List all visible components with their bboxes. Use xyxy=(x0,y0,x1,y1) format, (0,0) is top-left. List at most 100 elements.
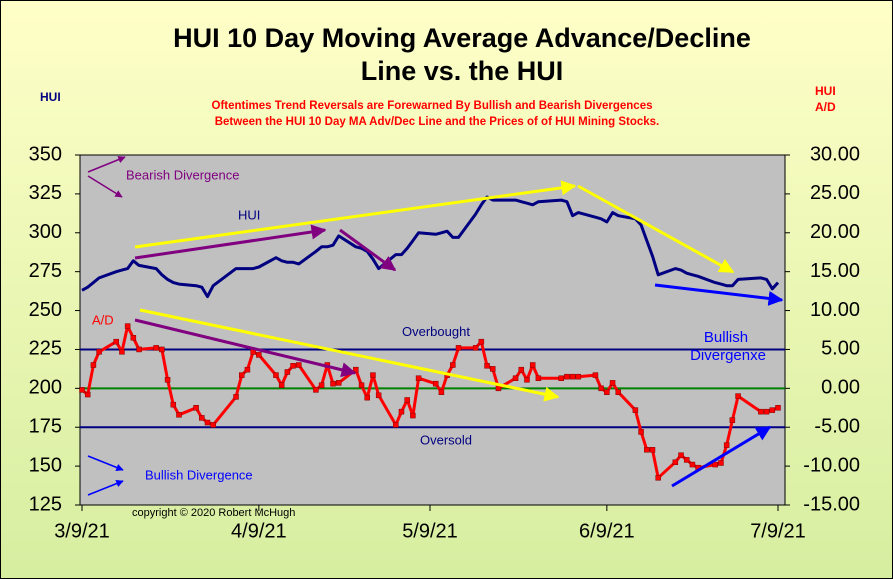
data-point xyxy=(210,422,216,428)
data-point xyxy=(124,323,131,329)
data-point xyxy=(769,407,776,413)
y2-tick-label: 20.00 xyxy=(810,221,860,243)
data-point xyxy=(233,394,239,400)
data-point xyxy=(313,387,319,393)
data-point xyxy=(683,457,690,463)
data-point xyxy=(176,412,182,418)
data-point xyxy=(398,408,405,415)
data-point xyxy=(244,366,251,373)
arrow xyxy=(134,224,327,260)
data-point xyxy=(478,338,485,345)
data-point xyxy=(290,363,296,369)
data-point xyxy=(364,394,370,401)
y-tick-label: 200 xyxy=(29,377,62,399)
data-point xyxy=(136,346,142,353)
data-point xyxy=(170,401,177,408)
y-tick-label: 175 xyxy=(29,416,62,438)
annotation: Bullish Divergence xyxy=(145,467,253,482)
data-point xyxy=(113,338,119,345)
data-point xyxy=(204,419,211,426)
series-label: HUI xyxy=(238,207,260,222)
y2-tick-label: -15.00 xyxy=(803,493,860,515)
data-point xyxy=(678,452,684,458)
annotation: Bearish Divergence xyxy=(126,167,239,182)
data-point xyxy=(729,417,736,423)
data-point xyxy=(712,461,718,468)
data-point xyxy=(609,380,616,386)
data-point xyxy=(649,447,656,453)
data-point xyxy=(153,345,159,351)
chart-title: Line vs. the HUI xyxy=(361,56,564,86)
data-point xyxy=(604,389,610,395)
arrow xyxy=(134,180,577,249)
data-point xyxy=(564,373,570,380)
data-point xyxy=(335,380,342,386)
arrow xyxy=(87,480,124,496)
data-point xyxy=(758,408,764,415)
y-tick-label: 225 xyxy=(29,338,62,360)
reference-lines: Overbought Oversold xyxy=(80,324,785,448)
data-point xyxy=(735,393,741,399)
data-point xyxy=(558,375,564,381)
data-point xyxy=(723,442,730,448)
data-point xyxy=(438,389,445,395)
data-point xyxy=(524,377,530,383)
data-point xyxy=(84,391,91,398)
arrow xyxy=(339,228,397,272)
y-axis-label: HUI xyxy=(40,90,61,104)
arrow xyxy=(134,318,357,378)
y2-tick-label: 5.00 xyxy=(821,338,860,360)
data-point xyxy=(718,460,724,466)
divergence-arrows xyxy=(87,156,784,496)
data-point xyxy=(775,405,781,411)
data-point xyxy=(96,349,102,355)
annotation: Bullish xyxy=(704,329,748,346)
series-line xyxy=(81,195,780,299)
data-point xyxy=(119,349,125,355)
data-point xyxy=(490,366,496,372)
arrow xyxy=(654,283,784,306)
data-point xyxy=(763,408,770,415)
y2-tick-label: -10.00 xyxy=(803,454,860,476)
arrow xyxy=(87,175,123,198)
y-tick-label: 275 xyxy=(29,260,62,282)
data-point xyxy=(569,373,576,380)
data-point xyxy=(90,362,97,368)
data-point xyxy=(615,389,622,395)
data-point xyxy=(370,372,376,378)
y2-tick-label: -5.00 xyxy=(814,416,860,438)
data-point xyxy=(592,372,599,378)
data-point xyxy=(404,397,410,403)
data-point xyxy=(238,372,245,378)
data-point xyxy=(495,385,502,392)
y-tick-label: 150 xyxy=(29,454,62,476)
data-point xyxy=(472,345,479,351)
series-label: A/D xyxy=(92,312,114,327)
y2-tick-label: 10.00 xyxy=(810,299,860,321)
arrow xyxy=(671,425,772,488)
data-point xyxy=(598,385,604,392)
data-point xyxy=(164,377,171,383)
arrow xyxy=(139,308,560,402)
data-point xyxy=(535,375,542,381)
data-point xyxy=(375,392,382,399)
data-point xyxy=(393,422,399,428)
y2-tick-label: 15.00 xyxy=(810,260,860,282)
data-point xyxy=(318,382,325,388)
x-tick-label: 6/9/21 xyxy=(579,520,635,542)
data-point xyxy=(575,373,582,380)
y2-tick-label: 0.00 xyxy=(821,377,860,399)
data-point xyxy=(512,375,519,381)
y2-tick-label: 30.00 xyxy=(810,143,860,165)
data-point xyxy=(655,475,661,481)
y-tick-label: 125 xyxy=(29,493,62,515)
data-point xyxy=(284,369,291,375)
y2-tick-label: 25.00 xyxy=(810,182,860,204)
arrow xyxy=(87,156,126,173)
data-point xyxy=(159,346,165,353)
data-point xyxy=(410,412,416,419)
arrow xyxy=(87,455,124,471)
y-tick-label: 325 xyxy=(29,182,62,204)
annotation: Divergenxe xyxy=(690,347,766,364)
data-point xyxy=(415,375,422,381)
